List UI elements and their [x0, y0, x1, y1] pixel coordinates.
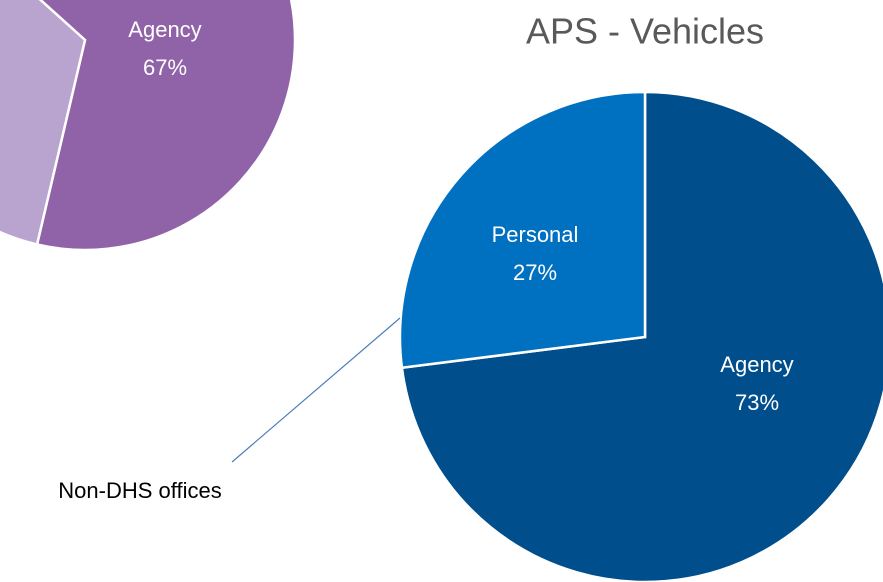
annotation: Non-DHS offices	[58, 478, 221, 503]
slice-label: Agency	[128, 17, 201, 42]
pie-slice	[400, 90, 883, 582]
pie-slice	[398, 90, 647, 370]
slice-value-label: 27%	[513, 260, 557, 285]
leader-line	[231, 317, 401, 463]
slice-value-label: 73%	[735, 390, 779, 415]
slice-value-label: 67%	[143, 55, 187, 80]
chart-title: APS - Vehicles	[526, 11, 764, 52]
pie-slice	[0, 0, 87, 246]
slice-label: Personal	[492, 222, 579, 247]
pie: Agency 67%	[0, 0, 297, 252]
pie-slice	[35, 0, 297, 252]
slice-label: Agency	[720, 352, 793, 377]
pie: Agency 73% Personal 27%	[398, 90, 883, 582]
